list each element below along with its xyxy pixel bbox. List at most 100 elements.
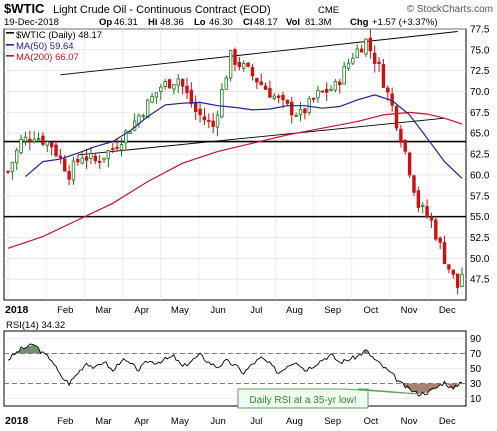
price-month-label: Jul bbox=[250, 305, 262, 316]
close-value: 48.17 bbox=[254, 17, 278, 28]
candle-body bbox=[228, 49, 233, 79]
candle-body bbox=[390, 93, 394, 106]
candle-body bbox=[259, 81, 263, 86]
rsi-month-label: Dec bbox=[439, 416, 456, 427]
candle-body bbox=[163, 81, 167, 87]
candle-body bbox=[416, 190, 421, 208]
legend-ma50-label: MA(50) 59.64 bbox=[16, 41, 74, 52]
price-month-label: Dec bbox=[439, 305, 456, 316]
candle-body bbox=[311, 97, 316, 100]
legend-ma50-swatch bbox=[6, 44, 14, 46]
candle-body bbox=[36, 138, 41, 141]
price-month-label: Mar bbox=[95, 305, 111, 316]
candle-body bbox=[89, 153, 93, 159]
candle-body bbox=[320, 90, 325, 93]
candle-body bbox=[263, 85, 268, 90]
price-axis: 47.5 50.0 52.5 55.0 57.5 60.0 62.5 65.0 67.5 70.0… bbox=[470, 25, 490, 286]
candle-body bbox=[220, 89, 224, 118]
candle-body bbox=[268, 87, 272, 98]
change-value: +1.57 (+3.37%) bbox=[372, 17, 438, 28]
price-year-label: 2018 bbox=[5, 304, 29, 316]
candle-body bbox=[224, 77, 228, 90]
price-tick-label: 52.5 bbox=[470, 233, 490, 244]
annotation-text: Daily RSI at a 35-yr low! bbox=[249, 395, 356, 406]
candle-body bbox=[329, 88, 333, 91]
rsi-overbought-oversold-fills bbox=[16, 344, 458, 394]
candle-body bbox=[115, 146, 119, 149]
candle-body bbox=[198, 108, 202, 116]
candle-body bbox=[207, 119, 211, 122]
candle-body bbox=[338, 81, 342, 86]
candle-body bbox=[49, 142, 54, 148]
candle-body bbox=[246, 62, 250, 67]
price-tick-label: 60.0 bbox=[470, 170, 490, 181]
candle-body bbox=[233, 49, 237, 65]
candle-body bbox=[159, 86, 163, 92]
candle-body bbox=[333, 80, 338, 91]
candle-body bbox=[76, 158, 80, 163]
candle-body bbox=[237, 62, 242, 68]
candle-body bbox=[447, 264, 451, 270]
instrument-name: Light Crude Oil - Continuous Contract (E… bbox=[53, 4, 271, 16]
candle-body bbox=[303, 108, 307, 114]
trendline bbox=[60, 31, 458, 76]
candle-body bbox=[132, 120, 137, 131]
price-annotation-lines bbox=[4, 31, 466, 218]
candle-body bbox=[434, 219, 438, 240]
price-tick-label: 70.0 bbox=[470, 87, 490, 98]
candle-body bbox=[386, 87, 390, 93]
candle-body bbox=[145, 99, 150, 118]
candle-body bbox=[93, 155, 98, 162]
candle-body bbox=[180, 78, 185, 87]
price-tick-label: 75.0 bbox=[470, 45, 490, 56]
candle-body bbox=[294, 114, 298, 117]
annotation-callout-box bbox=[237, 388, 419, 409]
candle-body bbox=[23, 136, 28, 142]
candle-body bbox=[119, 144, 124, 151]
legend-ma200-label: MA(200) 66.07 bbox=[16, 52, 79, 63]
volume-label: Vol bbox=[286, 17, 300, 28]
candle-body bbox=[28, 138, 32, 142]
candle-body bbox=[359, 48, 364, 53]
candle-body bbox=[272, 95, 276, 99]
chart-header: $WTIC Light Crude Oil - Continuous Contr… bbox=[4, 1, 493, 28]
candle-body bbox=[429, 216, 434, 221]
candle-body bbox=[381, 64, 386, 88]
candle-body bbox=[215, 114, 220, 128]
candle-body bbox=[128, 131, 132, 134]
candle-body bbox=[276, 95, 281, 99]
price-tick-label: 62.5 bbox=[470, 150, 490, 161]
candle-body bbox=[399, 128, 403, 143]
candle-body bbox=[324, 88, 329, 93]
candle-body bbox=[106, 150, 111, 159]
rsi-month-label: Apr bbox=[134, 416, 149, 427]
candle-body bbox=[32, 139, 36, 143]
candle-body bbox=[285, 99, 290, 104]
candle-body bbox=[421, 204, 425, 207]
close-label: Cl bbox=[243, 17, 253, 28]
candle-body bbox=[176, 78, 180, 86]
price-tick-label: 47.5 bbox=[470, 275, 490, 286]
candle-body bbox=[202, 116, 207, 121]
rsi-year-label: 2018 bbox=[5, 415, 29, 427]
price-tick-label: 55.0 bbox=[470, 212, 490, 223]
candle-body bbox=[211, 120, 215, 127]
brand-watermark: © StockCharts.com bbox=[407, 4, 493, 15]
high-label: Hi bbox=[148, 17, 158, 28]
candle-body bbox=[242, 62, 246, 69]
candle-body bbox=[194, 102, 198, 112]
candle-body bbox=[355, 48, 359, 58]
open-label: Op bbox=[99, 17, 112, 28]
price-month-label: Aug bbox=[286, 305, 303, 316]
candle-body bbox=[403, 139, 407, 152]
candle-body bbox=[451, 269, 455, 275]
price-panel bbox=[3, 28, 467, 301]
rsi-month-label: Mar bbox=[95, 416, 111, 427]
price-candles bbox=[6, 29, 464, 295]
candle-body bbox=[150, 96, 154, 103]
candle-body bbox=[172, 84, 176, 90]
candle-body bbox=[41, 135, 45, 145]
price-tick-label: 77.5 bbox=[470, 25, 490, 36]
candle-body bbox=[460, 273, 464, 287]
candle-body bbox=[45, 141, 49, 146]
